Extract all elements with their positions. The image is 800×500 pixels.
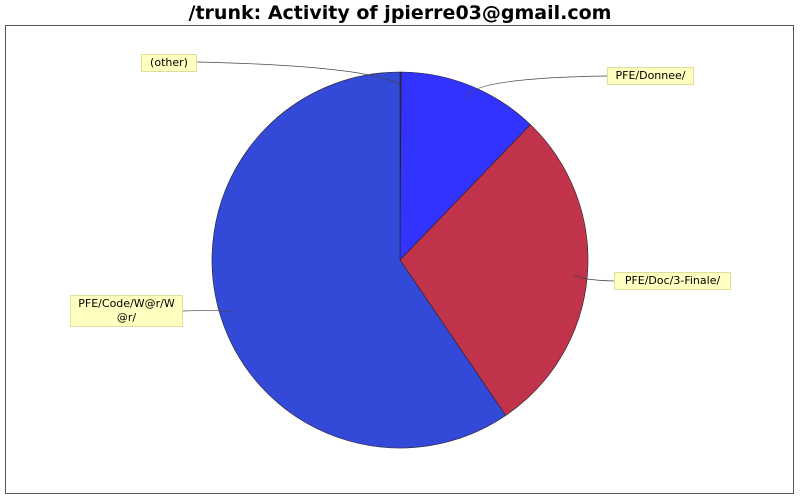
slice-label-other: (other): [141, 54, 197, 72]
chart-title: /trunk: Activity of jpierre03@gmail.com: [188, 2, 612, 24]
leader-line-1: [465, 75, 608, 99]
pie-slice-2: [399, 124, 589, 416]
slice-label-pfe-doc-3-finale: PFE/Doc/3-Finale/: [614, 272, 731, 290]
slice-label-pfe-code-war-war: PFE/Code/W@r/W @r/: [70, 295, 183, 327]
slice-label-pfe-donnee: PFE/Donnee/: [607, 67, 694, 85]
pie-slice-1: [399, 71, 531, 261]
leader-line-3: [182, 310, 233, 312]
leader-line-0: [196, 61, 401, 86]
leader-line-2: [573, 274, 615, 282]
plot-area: [5, 25, 794, 494]
pie-slice-3: [211, 71, 507, 449]
